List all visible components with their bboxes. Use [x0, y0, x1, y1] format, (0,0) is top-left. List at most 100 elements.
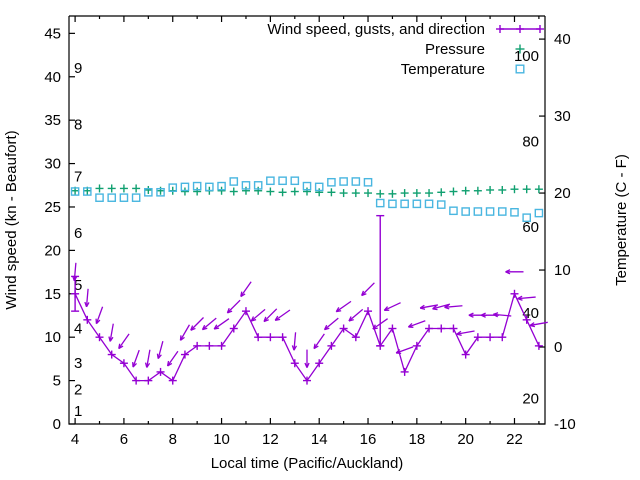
temperature-marker — [449, 206, 458, 216]
wind-direction-arrow — [72, 262, 78, 282]
wind-direction-arrow — [201, 317, 217, 331]
temperature-marker — [278, 176, 287, 186]
pressure-marker — [534, 185, 543, 194]
temperature-marker — [180, 182, 190, 192]
temperature-marker — [241, 181, 251, 190]
temperature-marker — [95, 193, 104, 202]
temperature-marker — [424, 199, 434, 209]
wind-direction-arrow — [250, 308, 266, 322]
wind-direction-arrow — [456, 330, 475, 336]
temperature-marker — [412, 199, 422, 209]
wind-direction-arrow — [348, 308, 364, 322]
temperature-marker — [388, 199, 397, 209]
y-tick-label: 5 — [53, 373, 61, 390]
x-tick-label: 16 — [360, 431, 377, 448]
x-axis-title: Local time (Pacific/Auckland) — [211, 455, 404, 472]
wind-speed-marker — [351, 333, 360, 342]
wind-direction-arrow — [432, 303, 451, 311]
wind-speed-marker — [217, 341, 226, 350]
wind-speed-marker — [364, 307, 373, 316]
y-tick-label: 10 — [44, 329, 61, 346]
x-tick-label: 8 — [169, 431, 177, 448]
wind-speed-marker — [95, 333, 104, 342]
wind-direction-arrow — [335, 300, 352, 313]
x-tick-label: 18 — [409, 431, 426, 448]
legend-label: Pressure — [425, 41, 485, 58]
fahrenheit-label: 100 — [514, 48, 539, 65]
fahrenheit-label: 20 — [522, 391, 539, 408]
pressure-marker — [522, 185, 531, 194]
wind-speed-marker — [534, 341, 543, 350]
temperature-marker — [461, 207, 470, 216]
pressure-marker — [241, 186, 250, 195]
fahrenheit-label: 60 — [522, 219, 539, 236]
wind-direction-arrow — [166, 350, 179, 367]
wind-direction-arrow — [419, 304, 439, 310]
wind-direction-arrow — [493, 312, 512, 318]
pressure-marker — [449, 187, 458, 196]
wind-direction-arrow — [361, 282, 375, 297]
temperature-marker — [351, 177, 361, 186]
pressure-marker — [95, 184, 104, 193]
wind-direction-arrow — [118, 333, 130, 350]
wind-speed-marker — [107, 350, 116, 359]
pressure-marker — [437, 188, 446, 197]
wind-direction-arrow — [226, 299, 241, 314]
x-tick-label: 14 — [311, 431, 328, 448]
wind-direction-arrow — [323, 317, 339, 331]
legend-sample-marker — [516, 25, 524, 33]
pressure-marker — [364, 189, 373, 198]
wind-direction-arrow — [505, 269, 524, 275]
wind-speed-marker — [144, 376, 153, 385]
pressure-marker — [498, 185, 507, 194]
temperature-marker — [327, 177, 336, 187]
wind-direction-arrow — [274, 309, 291, 321]
wind-direction-arrow — [444, 304, 463, 310]
wind-direction-arrow — [240, 281, 252, 298]
wind-speed-marker — [290, 359, 299, 368]
beaufort-label: 5 — [74, 277, 82, 294]
wind-speed-marker — [132, 376, 141, 385]
y2-tick-label: 30 — [554, 108, 571, 125]
fahrenheit-label: 80 — [522, 133, 539, 150]
plot-frame — [68, 16, 546, 425]
x-tick-label: 22 — [506, 431, 523, 448]
temperature-marker — [473, 207, 483, 216]
temperature-marker — [485, 207, 495, 216]
y2-axis-title: Temperature (C - F) — [613, 154, 630, 286]
wind-speed-marker — [180, 350, 189, 359]
y-tick-label: 45 — [44, 25, 61, 42]
y-tick-label: 30 — [44, 156, 61, 173]
temperature-marker — [510, 208, 519, 217]
wind-speed-marker — [400, 367, 409, 376]
wind-direction-arrow — [84, 288, 90, 308]
x-tick-label: 20 — [457, 431, 474, 448]
x-tick-label: 6 — [120, 431, 128, 448]
wind-speed-marker — [388, 324, 397, 333]
pressure-marker — [425, 189, 434, 198]
beaufort-label: 1 — [74, 403, 82, 420]
legend-sample-marker — [515, 44, 525, 54]
legend-label: Wind speed, gusts, and direction — [267, 21, 485, 38]
wind-speed-marker — [510, 289, 519, 298]
wind-direction-arrow — [263, 308, 278, 323]
temperature-marker — [107, 193, 117, 202]
temperature-marker — [363, 177, 373, 187]
temperature-marker — [290, 176, 300, 186]
y-tick-label: 25 — [44, 199, 61, 216]
wind-direction-arrow — [407, 320, 426, 328]
pressure-marker — [193, 187, 202, 196]
temperature-marker — [314, 182, 324, 192]
wind-direction-arrow — [529, 321, 548, 328]
y-tick-label: 40 — [44, 69, 61, 86]
y-tick-label: 20 — [44, 242, 61, 259]
wind-speed-marker — [339, 324, 348, 333]
x-tick-label: 4 — [71, 431, 79, 448]
temperature-marker — [168, 183, 178, 192]
pressure-marker — [412, 189, 421, 198]
y2-tick-label: 0 — [554, 339, 562, 356]
pressure-marker — [510, 185, 519, 194]
legend-label: Temperature — [401, 61, 485, 78]
